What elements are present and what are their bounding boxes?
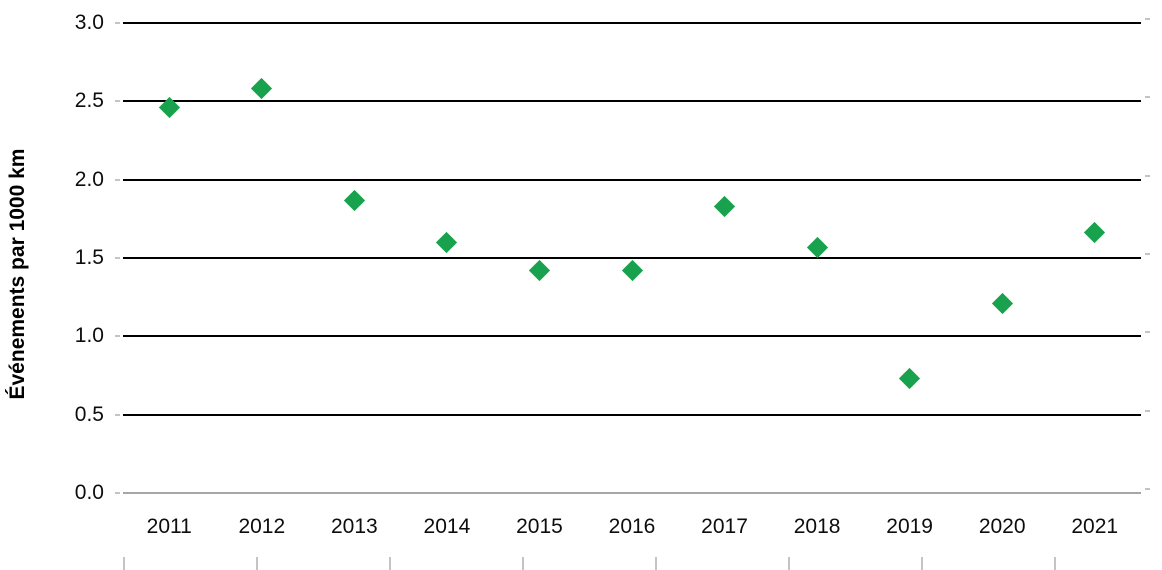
x-tick-label: 2020 [978,515,1026,538]
x-tick-label: 2011 [146,515,192,538]
x-tick-label: 2015 [516,515,563,538]
x-tick-label: 2014 [423,515,471,538]
x-tick-label: 2017 [701,515,748,538]
y-axis-minor-tick [115,178,120,181]
y-tick-label: 0.0 [74,481,104,504]
gridline [123,22,1141,24]
x-tick-label: 2018 [793,515,841,538]
data-point-diamond [991,292,1013,315]
bottom-axis-minor-tick [921,557,923,570]
y-tick-label: 0.5 [74,402,104,426]
y-axis-minor-tick [115,413,120,416]
data-point-diamond [436,231,458,253]
y-axis-minor-tick [115,100,120,103]
y-axis-minor-tick [1145,96,1150,99]
bottom-axis-minor-tick [123,557,125,570]
gridline [123,257,1141,259]
data-point-diamond [621,259,643,282]
gridline [123,335,1141,338]
data-point-diamond [343,189,365,211]
gridline [123,100,1141,103]
gridline [123,178,1141,181]
x-tick-label: 2016 [608,515,656,538]
gridline [123,413,1141,416]
y-tick-label: 1.0 [74,324,104,348]
bottom-axis-minor-tick [788,557,790,570]
y-tick-label: 2.0 [74,167,104,191]
y-axis-minor-tick [115,257,120,259]
y-axis-minor-tick [115,335,120,338]
data-point-diamond [806,236,828,258]
y-tick-label: 2.5 [74,89,104,113]
data-point-diamond [899,368,921,390]
x-tick-label: 2019 [886,515,933,538]
y-tick-label: 3.0 [74,11,104,34]
data-point-diamond [528,259,551,282]
y-axis-minor-tick [1145,174,1150,177]
x-tick-label: 2013 [331,515,378,538]
bottom-axis-minor-tick [1054,557,1056,570]
y-tick-label: 1.5 [74,246,104,269]
bottom-axis-minor-tick [389,557,391,570]
x-axis-baseline [123,492,1141,494]
bottom-axis-minor-tick [256,557,258,570]
y-axis-minor-tick [1145,331,1150,334]
y-axis-minor-tick [1145,488,1150,490]
y-axis-minor-tick [1145,253,1150,255]
data-point-diamond [251,78,273,100]
bottom-axis-minor-tick [522,557,524,570]
bottom-axis-minor-tick [655,557,657,570]
y-axis-title: Événements par 1000 km [6,148,29,400]
data-point-diamond [713,195,736,217]
x-tick-label: 2021 [1071,515,1119,538]
y-axis-minor-tick [1145,18,1150,20]
y-axis-minor-tick [1145,409,1150,412]
data-point-diamond [1084,222,1106,244]
x-tick-label: 2012 [238,515,286,538]
y-axis-minor-tick [115,492,120,494]
y-axis-minor-tick [115,22,120,24]
